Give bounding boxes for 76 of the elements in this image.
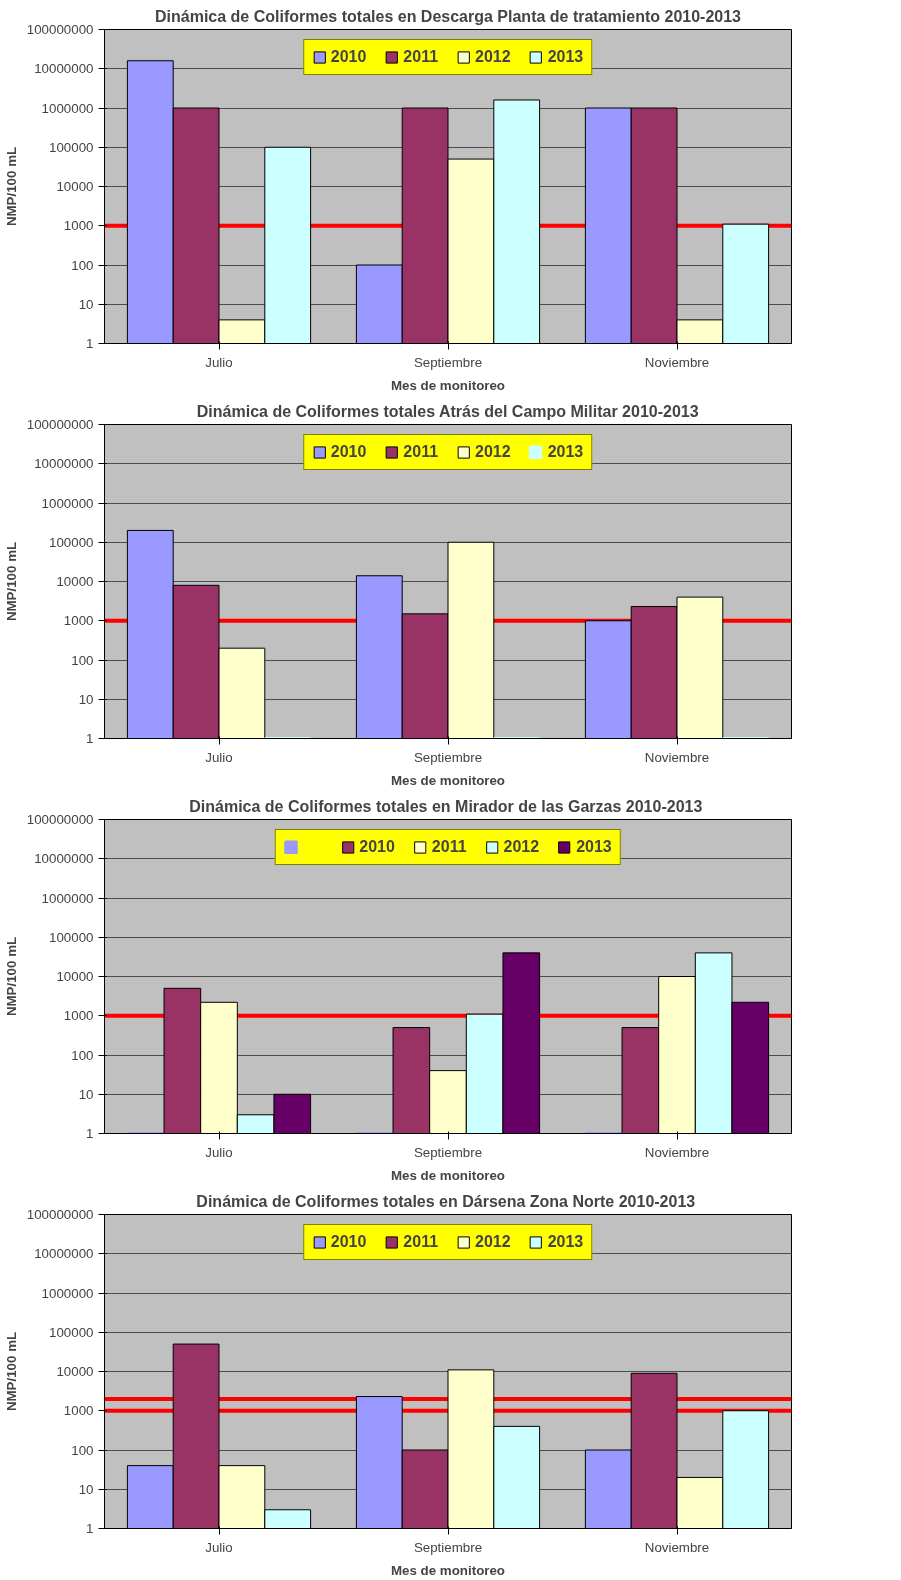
y-tick-label: 1	[86, 1126, 94, 1141]
y-axis-title: NMP/100 mL	[3, 146, 19, 227]
y-tick-label: 1000	[63, 1403, 94, 1419]
y-tick-label: 10000000	[34, 61, 94, 77]
chart-title: Dinámica de Coliformes totales Atrás del Campo Militar 2010-2013	[196, 402, 699, 420]
y-tick-label: 10	[78, 296, 94, 312]
chart-title: Dinámica de Coliformes totales en Dársena Zona Norte 2010-2013	[196, 1192, 696, 1210]
y-tick-label: 100000000	[26, 22, 94, 37]
y-axis-title: NMP/100 mL	[3, 936, 19, 1017]
y-tick-label: 100000	[49, 1324, 94, 1340]
legend-label: 2013	[547, 1233, 584, 1251]
chart-title: Dinámica de Coliformes totales en Descarga Planta de tratamiento 2010-2013	[155, 7, 742, 25]
y-tick-label: 100	[71, 1047, 94, 1063]
legend-label: 2011	[403, 443, 439, 461]
chart-title: Dinámica de Coliformes totales en Mirador de las Garzas 2010-2013	[189, 797, 703, 815]
y-tick-label: 10000000	[34, 456, 94, 472]
y-tick-label: 10	[78, 691, 94, 707]
legend-label: 2013	[547, 443, 584, 461]
x-tick-label: Noviembre	[644, 1144, 710, 1160]
y-tick-label: 100000000	[26, 1207, 94, 1222]
legend-label: 2010	[330, 1233, 367, 1251]
y-tick-label: 1000000	[41, 1285, 94, 1301]
x-axis-title: Mes de monitoreo	[390, 772, 506, 788]
x-tick-label: Julio	[205, 1144, 233, 1160]
y-tick-label: 1000	[63, 613, 94, 629]
y-tick-label: 100000	[49, 534, 94, 550]
y-tick-label: 10000	[56, 179, 94, 194]
legend-label: 2010	[330, 443, 367, 461]
y-tick-label: 1000000	[41, 890, 94, 906]
x-tick-label: Septiembre	[413, 749, 483, 765]
x-axis-title: Mes de monitoreo	[390, 1562, 506, 1578]
legend-label: 2013	[547, 48, 584, 66]
y-tick-label: 10000000	[34, 1246, 94, 1262]
legend-label: 2012	[503, 838, 540, 856]
y-tick-label: 1000000	[41, 495, 94, 511]
y-tick-label: 10000	[56, 574, 94, 589]
x-tick-label: Septiembre	[413, 354, 483, 370]
x-tick-label: Noviembre	[644, 1539, 710, 1555]
legend-label: 2012	[475, 1233, 511, 1251]
x-tick-label: Julio	[205, 1539, 233, 1555]
y-tick-label: 1000	[63, 1008, 94, 1024]
y-tick-label: 100000	[49, 929, 94, 945]
y-tick-label: 100000000	[26, 812, 94, 827]
legend-label: 2012	[475, 443, 511, 461]
y-tick-label: 100	[71, 1442, 94, 1458]
x-tick-label: Septiembre	[413, 1144, 483, 1160]
y-axis-title: NMP/100 mL	[3, 1331, 19, 1412]
x-axis-title: Mes de monitoreo	[390, 377, 506, 393]
y-tick-label: 10000	[56, 1364, 94, 1379]
legend-label: 2010	[359, 838, 395, 856]
x-tick-label: Julio	[205, 354, 233, 370]
y-tick-label: 100000000	[26, 417, 94, 432]
legend-label: 2012	[475, 48, 511, 66]
y-tick-label: 100000	[49, 139, 94, 155]
y-tick-label: 1	[86, 336, 94, 351]
legend-label: 2011	[403, 48, 439, 66]
y-tick-label: 1	[86, 731, 94, 746]
y-tick-label: 100	[71, 257, 94, 273]
y-tick-label: 10000	[56, 969, 94, 984]
y-tick-label: 100	[71, 652, 94, 668]
x-axis-title: Mes de monitoreo	[390, 1167, 506, 1183]
y-tick-label: 1	[86, 1521, 94, 1536]
legend-label: 2013	[576, 838, 612, 856]
legend-label: 2010	[330, 48, 367, 66]
y-tick-label: 1000000	[41, 100, 94, 116]
y-tick-label: 10	[78, 1086, 94, 1102]
x-tick-label: Noviembre	[644, 749, 710, 765]
x-tick-label: Septiembre	[413, 1539, 483, 1555]
x-tick-label: Julio	[205, 749, 233, 765]
legend-label: 2011	[403, 1233, 439, 1251]
y-tick-label: 1000	[63, 218, 94, 234]
y-axis-title: NMP/100 mL	[3, 541, 19, 622]
y-tick-label: 10	[78, 1481, 94, 1497]
y-tick-label: 10000000	[34, 851, 94, 867]
legend-label: 2011	[431, 838, 467, 856]
x-tick-label: Noviembre	[644, 354, 710, 370]
